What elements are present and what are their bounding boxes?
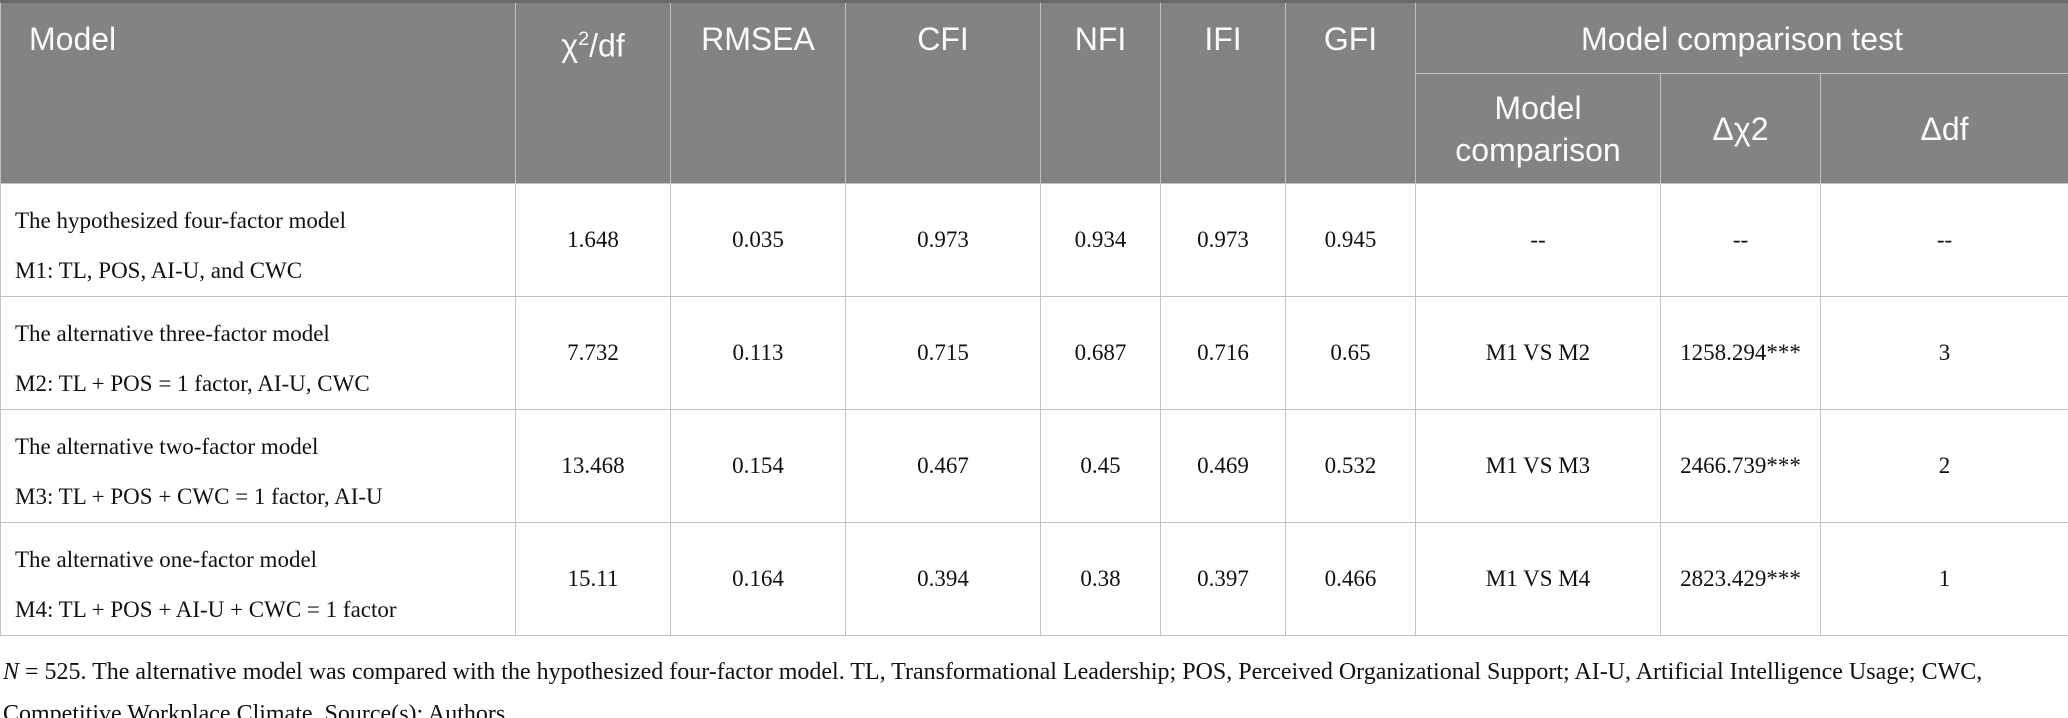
- table-row: The hypothesized four-factor model M1: T…: [0, 183, 2068, 297]
- cell-nfi: 0.687: [1040, 296, 1161, 410]
- cell-ifi: 0.716: [1160, 296, 1286, 410]
- model-fit-table: Model χ2/df RMSEA CFI NFI IFI GFI Model …: [0, 0, 2068, 636]
- header-cfi: CFI: [845, 1, 1041, 184]
- cell-delta-chi2: 2823.429***: [1660, 522, 1821, 636]
- model-factors: M1: TL, POS, AI-U, and CWC: [15, 258, 303, 283]
- cell-cfi: 0.715: [845, 296, 1041, 410]
- cell-delta-df: 1: [1820, 522, 2068, 636]
- cell-model-comparison: M1 VS M4: [1415, 522, 1661, 636]
- cell-rmsea: 0.164: [670, 522, 846, 636]
- cell-delta-df: 3: [1820, 296, 2068, 410]
- chi-rest: /df: [589, 27, 625, 64]
- header-chi2-df: χ2/df: [515, 1, 671, 184]
- cell-delta-chi2: 1258.294***: [1660, 296, 1821, 410]
- model-factors: M2: TL + POS = 1 factor, AI-U, CWC: [15, 371, 370, 396]
- table-row: The alternative three-factor model M2: T…: [0, 296, 2068, 410]
- cell-delta-chi2: --: [1660, 183, 1821, 297]
- header-ifi: IFI: [1160, 1, 1286, 184]
- table-row: The alternative two-factor model M3: TL …: [0, 409, 2068, 523]
- header-model: Model: [0, 1, 516, 184]
- cell-model-comparison: --: [1415, 183, 1661, 297]
- header-model-comparison: Model comparison: [1415, 73, 1661, 184]
- cell-model-comparison: M1 VS M2: [1415, 296, 1661, 410]
- cell-delta-df: 2: [1820, 409, 2068, 523]
- cell-gfi: 0.945: [1285, 183, 1416, 297]
- table-header: Model χ2/df RMSEA CFI NFI IFI GFI Model …: [0, 1, 2068, 184]
- cell-rmsea: 0.035: [670, 183, 846, 297]
- cell-cfi: 0.394: [845, 522, 1041, 636]
- model-title: The alternative one-factor model: [15, 547, 318, 572]
- cell-model-comparison: M1 VS M3: [1415, 409, 1661, 523]
- header-model-comparison-test: Model comparison test: [1415, 1, 2068, 74]
- chi-superscript: 2: [578, 28, 590, 50]
- cell-nfi: 0.45: [1040, 409, 1161, 523]
- cell-cfi: 0.973: [845, 183, 1041, 297]
- header-delta-chi2: Δχ2: [1660, 73, 1821, 184]
- cell-cfi: 0.467: [845, 409, 1041, 523]
- cell-chi2-df: 15.11: [515, 522, 671, 636]
- model-title: The alternative three-factor model: [15, 321, 330, 346]
- table-row: The alternative one-factor model M4: TL …: [0, 522, 2068, 636]
- model-title: The alternative two-factor model: [15, 434, 319, 459]
- model-factors: M3: TL + POS + CWC = 1 factor, AI-U: [15, 484, 383, 509]
- cell-nfi: 0.934: [1040, 183, 1161, 297]
- table-footnote: N = 525. The alternative model was compa…: [0, 636, 2067, 718]
- footnote-n-symbol: N: [3, 659, 20, 685]
- cell-ifi: 0.397: [1160, 522, 1286, 636]
- cell-delta-df: --: [1820, 183, 2068, 297]
- cell-model-description: The alternative two-factor model M3: TL …: [0, 409, 516, 523]
- header-nfi: NFI: [1040, 1, 1161, 184]
- header-rmsea: RMSEA: [670, 1, 846, 184]
- header-gfi: GFI: [1285, 1, 1416, 184]
- cell-model-description: The alternative three-factor model M2: T…: [0, 296, 516, 410]
- cell-model-description: The hypothesized four-factor model M1: T…: [0, 183, 516, 297]
- cell-rmsea: 0.154: [670, 409, 846, 523]
- cell-model-description: The alternative one-factor model M4: TL …: [0, 522, 516, 636]
- cell-chi2-df: 7.732: [515, 296, 671, 410]
- cell-gfi: 0.466: [1285, 522, 1416, 636]
- cell-rmsea: 0.113: [670, 296, 846, 410]
- cell-gfi: 0.65: [1285, 296, 1416, 410]
- cell-ifi: 0.469: [1160, 409, 1286, 523]
- cell-gfi: 0.532: [1285, 409, 1416, 523]
- footnote-text: = 525. The alternative model was compare…: [3, 659, 1983, 718]
- header-delta-df: Δdf: [1820, 73, 2068, 184]
- cell-chi2-df: 13.468: [515, 409, 671, 523]
- cell-ifi: 0.973: [1160, 183, 1286, 297]
- table-body: The hypothesized four-factor model M1: T…: [0, 183, 2068, 636]
- cell-delta-chi2: 2466.739***: [1660, 409, 1821, 523]
- cell-nfi: 0.38: [1040, 522, 1161, 636]
- model-title: The hypothesized four-factor model: [15, 208, 346, 233]
- chi-symbol: χ: [561, 27, 579, 64]
- cell-chi2-df: 1.648: [515, 183, 671, 297]
- model-factors: M4: TL + POS + AI-U + CWC = 1 factor: [15, 597, 397, 622]
